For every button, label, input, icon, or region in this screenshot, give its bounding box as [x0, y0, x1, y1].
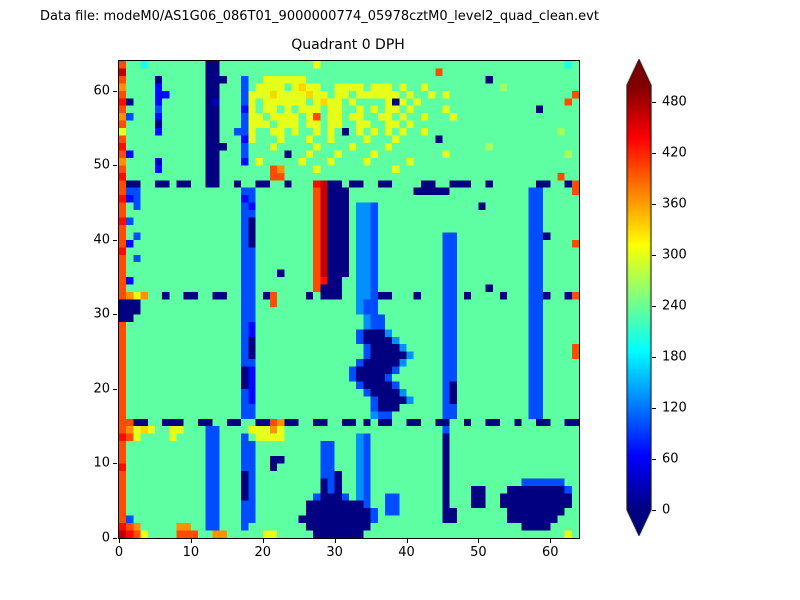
colorbar: 0 60 120 180 240 300 360 420 480: [626, 59, 696, 536]
y-tick-label: 50: [93, 157, 110, 173]
y-tick-label: 20: [93, 381, 110, 397]
tick-mark: [113, 239, 117, 241]
tick-mark: [652, 459, 656, 460]
plot-frame: [118, 60, 580, 539]
colorbar-canvas: [626, 59, 652, 536]
tick-mark: [652, 255, 656, 256]
colorbar-tick-label: 180: [662, 349, 687, 365]
tick-mark: [652, 306, 656, 307]
tick-mark: [113, 90, 117, 92]
tick-mark: [652, 102, 656, 103]
tick-mark: [406, 539, 408, 543]
tick-mark: [113, 538, 117, 539]
tick-mark: [113, 463, 117, 465]
tick-mark: [334, 539, 336, 543]
heatmap-canvas: [119, 61, 579, 538]
tick-mark: [190, 539, 192, 543]
x-tick-label: 40: [398, 545, 415, 560]
colorbar-tick-label: 420: [662, 145, 687, 161]
y-tick-label: 0: [101, 530, 110, 546]
data-file-label: Data file: modeM0/AS1G06_086T01_90000007…: [40, 9, 599, 24]
tick-mark: [113, 388, 117, 390]
colorbar-tick-label: 360: [662, 196, 687, 212]
tick-mark: [652, 510, 656, 511]
colorbar-tick-label: 240: [662, 298, 687, 314]
tick-mark: [119, 539, 120, 543]
tick-mark: [550, 539, 552, 543]
tick-mark: [652, 153, 656, 154]
colorbar-tick-label: 0: [662, 502, 671, 518]
x-tick-label: 10: [182, 545, 200, 560]
x-tick-label: 30: [326, 545, 343, 560]
tick-mark: [113, 165, 117, 167]
tick-mark: [262, 539, 264, 543]
colorbar-tick-label: 480: [662, 94, 687, 110]
tick-mark: [652, 357, 656, 358]
y-tick-label: 60: [93, 83, 110, 99]
y-tick-label: 10: [93, 455, 110, 471]
colorbar-tick-label: 300: [662, 247, 687, 263]
x-tick-label: 60: [541, 545, 559, 560]
chart-title: Quadrant 0 DPH: [291, 37, 405, 53]
y-tick-label: 30: [93, 306, 110, 322]
tick-mark: [652, 408, 656, 409]
tick-mark: [652, 204, 656, 205]
x-tick-label: 20: [254, 545, 272, 560]
tick-mark: [113, 314, 117, 316]
x-tick-label: 0: [114, 545, 124, 560]
colorbar-tick-label: 60: [662, 451, 679, 467]
x-tick-label: 50: [470, 545, 487, 560]
colorbar-tick-label: 120: [662, 400, 687, 416]
tick-mark: [478, 539, 480, 543]
y-tick-label: 40: [93, 232, 110, 248]
